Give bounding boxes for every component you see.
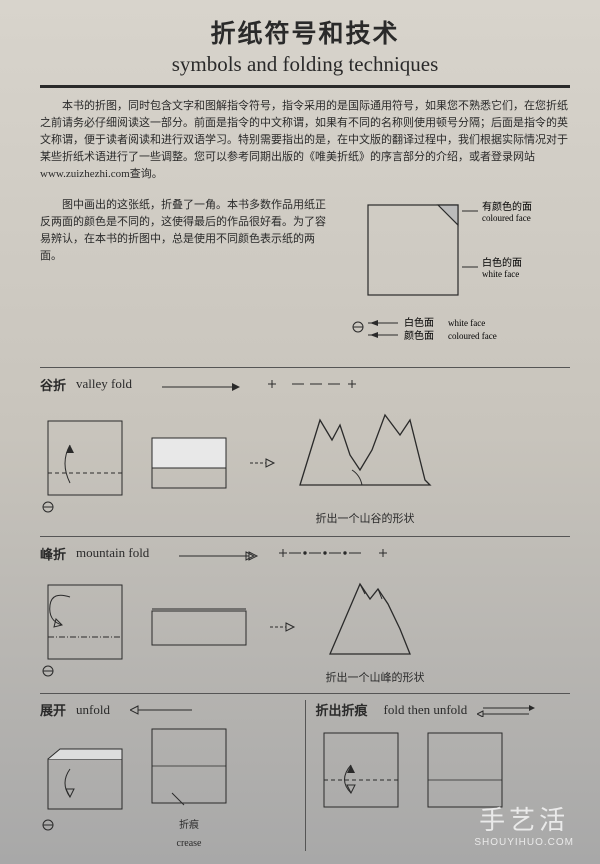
title-english: symbols and folding techniques <box>40 52 570 77</box>
vertical-separator <box>305 700 306 851</box>
mountain-label-en: mountain fold <box>76 545 149 561</box>
mountain-caption: 折出一个山峰的形状 <box>310 669 440 685</box>
legend-coloured-en: coloured face <box>448 331 497 341</box>
title-divider <box>40 85 570 88</box>
coloured-face-label-cn: 有颜色的面 <box>482 200 532 213</box>
legend-coloured-cn: 颜色面 <box>404 329 434 342</box>
title-chinese: 折纸符号和技术 <box>40 14 570 50</box>
mountain-label-cn: 峰折 <box>40 544 66 563</box>
fold-unfold-diagram-1 <box>316 725 406 820</box>
unfold-diagram-2: 折痕 crease <box>144 725 234 851</box>
watermark-cn: 手艺活 <box>474 800 574 837</box>
valley-label-en: valley fold <box>76 376 132 392</box>
unfold-label-cn: 展开 <box>40 700 66 719</box>
valley-diagram-1 <box>40 413 130 513</box>
mountain-diagram-2 <box>144 587 254 667</box>
paper-description: 图中画出的这张纸，折叠了一角。本书多数作品用纸正反两面的颜色是不同的，这使得最后… <box>40 197 334 357</box>
white-face-label-en: white face <box>482 269 519 279</box>
section-valley-fold: 谷折 valley fold 折出 <box>40 367 570 526</box>
mountain-illustration: 折出一个山峰的形状 <box>310 569 440 685</box>
legend-white-cn: 白色面 <box>404 316 434 329</box>
fold-unfold-label-cn: 折出折痕 <box>316 700 368 719</box>
coloured-face-label-en: coloured face <box>482 213 531 223</box>
section-unfold: 展开 unfold <box>40 700 295 851</box>
unfold-label-en: unfold <box>76 702 110 718</box>
valley-diagram-2 <box>144 418 234 508</box>
watermark: 手艺活 SHOUYIHUO.COM <box>474 800 574 848</box>
fold-unfold-label-en: fold then unfold <box>384 702 468 718</box>
crease-label-en: crease <box>177 838 202 849</box>
watermark-en: SHOUYIHUO.COM <box>474 837 574 848</box>
valley-illustration: 折出一个山谷的形状 <box>290 400 440 526</box>
section-mountain-fold: 峰折 mountain fold <box>40 536 570 685</box>
paper-faces-diagram: 有颜色的面 coloured face 白色的面 white face 白色面 … <box>350 197 570 357</box>
crease-label-cn: 折痕 <box>179 820 199 831</box>
legend-white-en: white face <box>448 318 485 328</box>
valley-caption: 折出一个山谷的形状 <box>290 510 440 526</box>
white-face-label-cn: 白色的面 <box>482 256 522 269</box>
unfold-diagram-1 <box>40 741 130 836</box>
intro-paragraph: 本书的折图，同时包含文字和图解指令符号，指令采用的是国际通用符号，如果您不熟悉它… <box>40 98 570 183</box>
mountain-diagram-1 <box>40 577 130 677</box>
valley-label-cn: 谷折 <box>40 375 66 394</box>
